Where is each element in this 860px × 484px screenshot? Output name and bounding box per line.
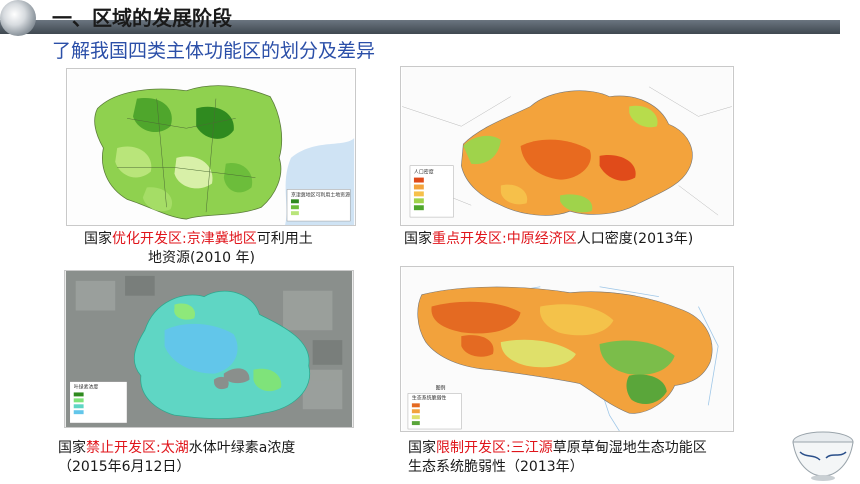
- caption-region: 京津冀地区: [186, 231, 257, 247]
- map3-legend-title: 叶绿素浓度: [74, 383, 99, 390]
- caption-region: 太湖: [160, 440, 189, 456]
- caption-separator: :: [182, 231, 187, 247]
- caption-prefix: 国家: [404, 231, 432, 247]
- caption-separator: :: [502, 231, 507, 247]
- map-taihu-graphic: 叶绿素浓度: [65, 271, 353, 427]
- caption-line2: 地资源(2010 年): [148, 250, 256, 266]
- caption-prefix: 国家: [84, 231, 112, 247]
- map-zhongyuan: 人口密度: [400, 66, 734, 226]
- caption-region: 三江源: [510, 440, 553, 456]
- map-sanjiangyuan-graphic: 生态系统脆弱性 图例: [402, 267, 732, 431]
- caption-taihu: 国家禁止开发区:太湖水体叶绿素a浓度 （2015年6月12日）: [58, 439, 378, 477]
- caption-separator: :: [506, 440, 511, 456]
- caption-prefix: 国家: [408, 440, 436, 456]
- map1-legend-title: 京津冀地区可利用土地资源: [291, 191, 350, 198]
- map4-legend-title: 生态系统脆弱性: [412, 394, 447, 401]
- caption-zone-type: 限制开发区: [436, 440, 506, 456]
- page-title: 一、区域的发展阶段: [52, 6, 232, 30]
- caption-zone-type: 优化开发区: [112, 231, 182, 247]
- caption-zhongyuan: 国家重点开发区:中原经济区人口密度(2013年): [404, 230, 754, 249]
- page-subtitle: 了解我国四类主体功能区的划分及差异: [52, 40, 376, 62]
- caption-rest: 可利用土: [256, 231, 313, 247]
- caption-region: 中原经济区: [506, 231, 577, 247]
- caption-rest: 水体叶绿素a浓度: [188, 440, 296, 456]
- map-taihu: 叶绿素浓度: [64, 270, 354, 428]
- caption-separator: :: [156, 440, 161, 456]
- caption-zone-type: 重点开发区: [432, 231, 502, 247]
- caption-rest: 草原草甸湿地生态功能区: [552, 440, 707, 456]
- map-jingjinji-graphic: 京津冀地区可利用土地资源: [67, 69, 355, 225]
- map2-legend-title: 人口密度: [414, 169, 434, 176]
- header-decor-circle: [0, 0, 36, 36]
- map-zhongyuan-graphic: 人口密度: [402, 67, 732, 225]
- map-sanjiangyuan: 生态系统脆弱性 图例: [400, 266, 734, 432]
- map-jingjinji: 京津冀地区可利用土地资源: [66, 68, 356, 226]
- caption-line2: 生态系统脆弱性（2013年）: [408, 459, 584, 475]
- header-decor-bar: [0, 20, 840, 34]
- caption-zone-type: 禁止开发区: [86, 440, 156, 456]
- caption-sanjiangyuan: 国家限制开发区:三江源草原草甸湿地生态功能区 生态系统脆弱性（2013年）: [408, 439, 778, 477]
- map4-legend-heading: 图例: [436, 385, 446, 392]
- caption-line2: （2015年6月12日）: [58, 459, 191, 475]
- caption-prefix: 国家: [58, 440, 86, 456]
- caption-rest: 人口密度(2013年): [576, 231, 694, 247]
- porcelain-bowl-decor: [792, 431, 854, 481]
- caption-jingjinji: 国家优化开发区:京津冀地区可利用土 地资源(2010 年): [84, 230, 374, 268]
